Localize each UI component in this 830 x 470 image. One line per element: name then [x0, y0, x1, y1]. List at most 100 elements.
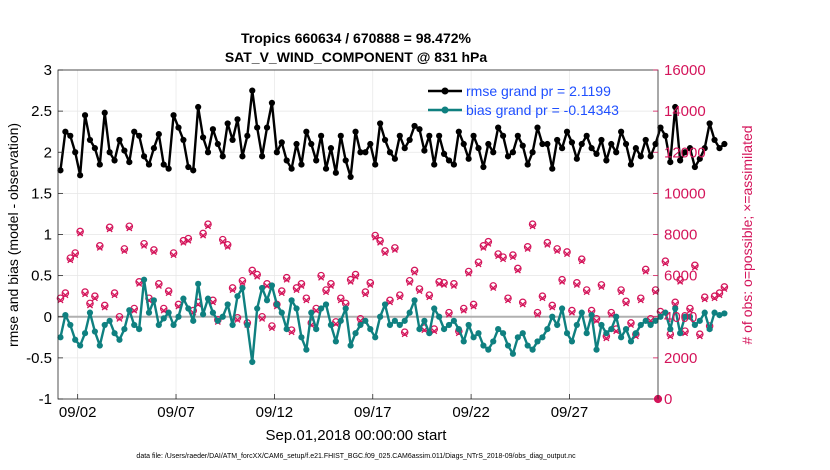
obs-assimilated-point [642, 268, 649, 275]
bias-point [544, 325, 551, 333]
rmse-point [229, 136, 236, 144]
obs-assimilated-point [691, 264, 698, 271]
bias-point [578, 309, 585, 316]
obs-assimilated-point [524, 245, 531, 252]
obs-possible-point [228, 284, 237, 292]
bias-point [490, 338, 497, 345]
rmse-point [288, 165, 295, 172]
rmse-point [195, 103, 202, 111]
bias-point [647, 321, 654, 329]
obs-assimilated-point [450, 282, 457, 289]
obs-assimilated-point [652, 289, 659, 296]
obs-assimilated-stroke [293, 286, 300, 294]
obs-assimilated-point [96, 244, 103, 251]
obs-assimilated-stroke [524, 245, 531, 252]
bias-point [588, 312, 595, 319]
obs-possible-point [484, 237, 493, 246]
rmse-point [603, 157, 610, 164]
obs-possible-point [125, 222, 134, 231]
rmse-point [381, 136, 389, 144]
rmse-point [431, 161, 438, 168]
rmse-point [549, 165, 556, 172]
obs-assimilated-point [475, 261, 482, 268]
obs-assimilated-point [337, 297, 344, 304]
obs-possible-point [110, 289, 119, 297]
obs-assimilated-stroke [667, 333, 674, 340]
obs-assimilated-stroke [131, 307, 138, 314]
obs-assimilated-point [539, 295, 546, 302]
obs-assimilated-point [219, 238, 226, 245]
bias-point [86, 309, 94, 316]
rmse-point [411, 122, 418, 130]
rmse-point [721, 140, 728, 148]
obs-assimilated-point [77, 230, 84, 237]
bias-point [352, 330, 359, 337]
obs-assimilated-point [568, 309, 575, 316]
rmse-point [377, 120, 384, 127]
bias-point [224, 301, 231, 308]
obs-assimilated-stroke [116, 315, 123, 322]
rmse-point [608, 140, 615, 148]
obs-possible-point [258, 312, 266, 321]
bias-point [219, 313, 226, 320]
obs-possible-point [297, 280, 306, 288]
obs-assimilated-stroke [322, 289, 330, 296]
obs-possible-point [115, 312, 124, 321]
rmse-point [106, 149, 113, 156]
rmse-point [234, 116, 241, 123]
obs-assimilated-point [126, 225, 133, 232]
rmse-point [165, 165, 172, 172]
rmse-point [485, 140, 492, 148]
obs-assimilated-stroke [337, 297, 344, 304]
obs-assimilated-point [229, 286, 236, 294]
obs-assimilated-point [362, 291, 369, 298]
obs-assimilated-stroke [234, 316, 241, 323]
obs-assimilated-point [327, 282, 335, 289]
bias-point [416, 325, 423, 333]
rmse-point [239, 153, 246, 160]
obs-assimilated-point [322, 289, 330, 296]
obs-possible-point [61, 289, 70, 297]
bias-point [686, 313, 694, 320]
obs-assimilated-stroke [696, 333, 703, 340]
obs-assimilated-point [534, 311, 541, 318]
obs-assimilated-stroke [450, 282, 457, 289]
legend-rmse-label: rmse grand pr = 2.1199 [466, 83, 611, 99]
obs-assimilated-stroke [514, 267, 521, 274]
obs-assimilated-stroke [578, 258, 585, 265]
obs-possible-point [71, 249, 80, 257]
obs-assimilated-stroke [77, 230, 84, 237]
obs-assimilated-stroke [470, 303, 477, 310]
rmse-point [495, 124, 502, 131]
obs-assimilated-stroke [204, 223, 212, 230]
obs-assimilated-point [106, 226, 113, 233]
obs-assimilated-stroke [465, 270, 472, 277]
obs-possible-point [400, 328, 409, 336]
bias-point [111, 330, 118, 337]
bias-point [583, 330, 590, 337]
rmse-point [657, 124, 664, 131]
obs-assimilated-point [131, 307, 138, 314]
obs-possible-point [582, 286, 591, 294]
bias-point [539, 334, 546, 341]
obs-possible-point [81, 288, 89, 296]
obs-possible-point [715, 289, 724, 297]
obs-assimilated-stroke [637, 297, 644, 304]
rmse-point [563, 128, 571, 135]
left-tick-label: -0.5 [26, 350, 52, 367]
obs-assimilated-stroke [81, 291, 89, 298]
obs-possible-point [568, 306, 576, 315]
rmse-point [126, 159, 133, 166]
obs-possible-point [159, 304, 168, 313]
rmse-point [396, 132, 403, 139]
obs-assimilated-point [622, 300, 630, 307]
bias-point [554, 321, 561, 329]
obs-assimilated-stroke [106, 226, 113, 233]
rmse-point [263, 124, 271, 131]
x-tick-label: 09/07 [157, 404, 195, 421]
obs-assimilated-point [185, 237, 192, 244]
rmse-point [504, 153, 512, 160]
rmse-point [140, 153, 148, 160]
obs-possible-point [504, 294, 512, 303]
rmse-point [332, 169, 339, 176]
